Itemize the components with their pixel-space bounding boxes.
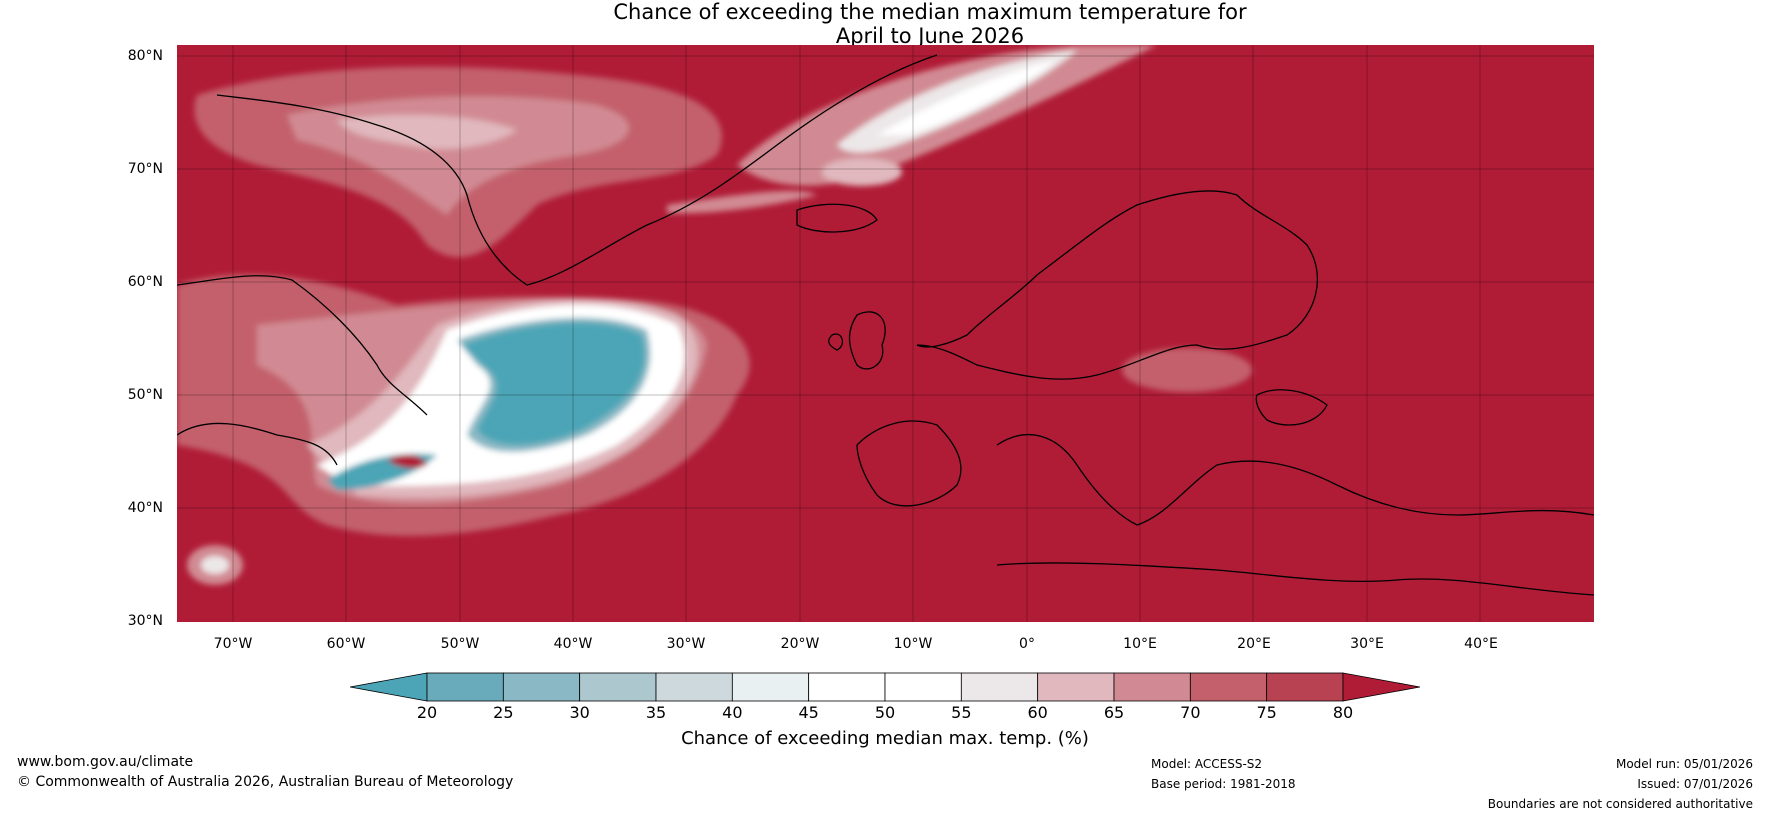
lon-label-30w: 30°W <box>666 636 706 652</box>
title-line-1: Chance of exceeding the median maximum t… <box>613 0 1247 24</box>
colorbar-tick-label: 40 <box>722 703 743 722</box>
colorbar-segment <box>426 672 504 702</box>
atlantic-cool-anomaly <box>177 274 750 585</box>
colorbar-segment <box>1037 672 1115 702</box>
copyright-text: © Commonwealth of Australia 2026, Austra… <box>17 774 514 790</box>
forecast-map <box>176 45 1595 622</box>
title-line-2: April to June 2026 <box>835 24 1025 48</box>
colorbar-segment <box>1266 672 1344 702</box>
model-run-text: Model run: 05/01/2026 <box>1615 757 1753 771</box>
colorbar-tick-label: 65 <box>1103 703 1125 722</box>
lon-label-10w: 10°W <box>893 636 933 652</box>
lon-label-30e: 30°E <box>1350 636 1384 652</box>
colorbar-extend-high <box>1342 672 1420 702</box>
colorbar-segment <box>1113 672 1191 702</box>
colorbar-tick-label: 70 <box>1180 703 1201 722</box>
colorbar-segment <box>1189 672 1268 702</box>
lon-label-70w: 70°W <box>213 636 253 652</box>
lon-label-10e: 10°E <box>1123 636 1157 652</box>
disclaimer-text: Boundaries are not considered authoritat… <box>1487 797 1753 811</box>
coastlines <box>176 54 1595 596</box>
lon-label-40w: 40°W <box>553 636 593 652</box>
colorbar-label: Chance of exceeding median max. temp. (%… <box>681 728 1089 749</box>
lon-label-50w: 50°W <box>440 636 480 652</box>
colorbar-tick-label: 55 <box>951 703 972 722</box>
colorbar-segment <box>808 672 886 702</box>
colorbar-tick-label: 60 <box>1027 703 1048 722</box>
colorbar-segment <box>960 672 1039 702</box>
lon-label-20w: 20°W <box>780 636 820 652</box>
base-period-text: Base period: 1981-2018 <box>1151 777 1296 791</box>
lat-label-30n: 30°N <box>127 613 163 629</box>
greenland-pink-zone <box>194 66 722 258</box>
colorbar-segment <box>655 672 733 702</box>
colorbar-tick-label: 35 <box>645 703 667 722</box>
lon-label-40e: 40°E <box>1464 636 1498 652</box>
colorbar-tick-label: 30 <box>569 703 590 722</box>
colorbar-extend-low <box>350 672 428 702</box>
colorbar-tick-label: 50 <box>874 703 896 722</box>
svalbard-white-band <box>737 45 1157 186</box>
lat-label-80n: 80°N <box>127 48 163 64</box>
colorbar <box>350 672 1420 702</box>
lon-label-20e: 20°E <box>1237 636 1271 652</box>
colorbar-tick-label: 25 <box>493 703 514 722</box>
graticule <box>177 45 1594 622</box>
colorbar-segment <box>731 672 810 702</box>
lon-label-0: 0° <box>1019 636 1035 652</box>
europe-pink-patch <box>1122 348 1252 392</box>
colorbar-tick-label: 75 <box>1256 703 1277 722</box>
colorbar-segment <box>579 672 657 702</box>
lat-label-60n: 60°N <box>127 274 163 290</box>
website-text: www.bom.gov.au/climate <box>17 754 194 770</box>
lat-label-40n: 40°N <box>127 500 163 516</box>
lat-label-50n: 50°N <box>127 387 163 403</box>
colorbar-tick-label: 20 <box>416 703 438 722</box>
colorbar-tick-label: 45 <box>798 703 819 722</box>
chart-title: Chance of exceeding the median maximum t… <box>0 0 1770 48</box>
colorbar-segment <box>884 672 962 702</box>
map-svg <box>176 45 1595 622</box>
lat-label-70n: 70°N <box>127 161 163 177</box>
lon-label-60w: 60°W <box>326 636 366 652</box>
issued-text: Issued: 07/01/2026 <box>1637 777 1753 791</box>
colorbar-tick-label: 80 <box>1332 703 1354 722</box>
iceland-pink-band <box>667 190 817 214</box>
model-text: Model: ACCESS-S2 <box>1151 757 1263 771</box>
colorbar-segment <box>502 672 581 702</box>
